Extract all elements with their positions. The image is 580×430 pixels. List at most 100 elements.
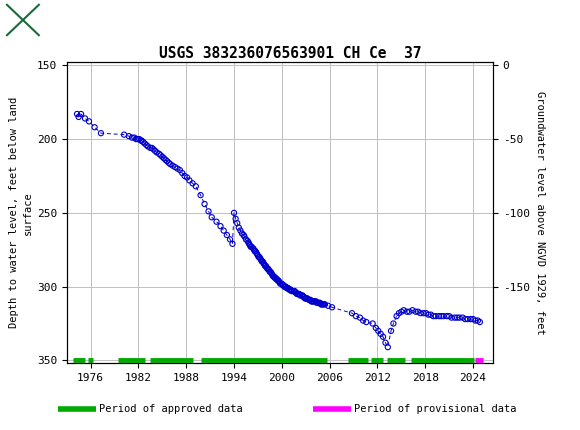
Point [161, 156, 170, 163]
Point [147, 144, 157, 151]
Point [452, 314, 462, 321]
Point [463, 316, 472, 322]
Point [241, 236, 251, 243]
Point [265, 268, 274, 275]
Text: Period of provisional data: Period of provisional data [354, 404, 516, 415]
Point [324, 302, 333, 309]
Point [320, 301, 329, 308]
Point [239, 231, 248, 238]
Point [444, 313, 454, 319]
Point [431, 313, 440, 319]
Point [267, 271, 277, 278]
Point [471, 317, 480, 324]
Point [255, 254, 264, 261]
Point [252, 251, 262, 258]
Point [299, 294, 308, 301]
Point [389, 320, 398, 327]
Point [152, 149, 161, 156]
Point [422, 310, 431, 316]
Point [281, 283, 291, 290]
Point [280, 283, 289, 290]
Point [143, 143, 153, 150]
Point [442, 313, 451, 319]
Point [267, 270, 276, 277]
Point [252, 249, 261, 256]
Point [279, 282, 288, 289]
Point [150, 147, 160, 154]
Point [295, 291, 304, 298]
Point [419, 310, 428, 316]
Point [316, 299, 325, 306]
Point [358, 317, 368, 324]
Text: Period of approved data: Period of approved data [99, 404, 242, 415]
Point [315, 299, 324, 306]
Point [302, 295, 311, 302]
Point [320, 301, 329, 308]
Point [317, 301, 327, 308]
Point [256, 257, 266, 264]
Point [164, 159, 173, 166]
Point [244, 239, 253, 246]
Point [81, 115, 90, 122]
Point [411, 308, 420, 315]
Point [282, 285, 291, 292]
Point [149, 146, 158, 153]
Point [263, 265, 272, 272]
Point [437, 313, 446, 319]
Point [84, 118, 93, 125]
Point [269, 273, 278, 280]
Point [226, 236, 235, 243]
Point [235, 227, 245, 234]
Point [312, 299, 321, 306]
Point [258, 258, 267, 265]
Point [207, 214, 216, 221]
Point [313, 299, 322, 306]
Point [408, 307, 417, 313]
Point [253, 252, 263, 259]
Point [248, 245, 258, 252]
Text: USGS: USGS [49, 11, 93, 29]
Point [306, 296, 315, 303]
Point [309, 298, 318, 305]
Point [289, 288, 299, 295]
Point [74, 114, 84, 120]
Point [269, 273, 278, 280]
Point [291, 289, 300, 296]
Point [310, 298, 319, 305]
Point [137, 137, 146, 144]
Point [228, 240, 237, 247]
Point [219, 227, 229, 234]
Point [245, 242, 255, 249]
Point [424, 311, 433, 318]
Point [270, 274, 280, 281]
Point [158, 154, 167, 160]
Point [316, 301, 325, 308]
Point [277, 280, 287, 287]
Point [278, 282, 287, 289]
Point [254, 254, 263, 261]
Point [403, 308, 412, 315]
Point [376, 330, 385, 337]
Point [304, 296, 314, 303]
Point [245, 240, 254, 247]
Point [154, 150, 164, 157]
Point [397, 308, 406, 315]
Point [450, 314, 459, 321]
Point [251, 248, 260, 255]
Point [311, 298, 321, 305]
Point [318, 301, 328, 308]
Point [243, 237, 252, 244]
Point [290, 288, 299, 295]
Point [133, 135, 142, 142]
Point [371, 325, 380, 332]
Point [455, 314, 464, 321]
Point [182, 174, 191, 181]
Point [173, 165, 182, 172]
Point [196, 192, 205, 199]
Point [283, 285, 292, 292]
Point [171, 164, 180, 171]
Point [90, 124, 99, 131]
Point [347, 310, 357, 316]
Point [466, 316, 476, 322]
Point [262, 264, 271, 271]
